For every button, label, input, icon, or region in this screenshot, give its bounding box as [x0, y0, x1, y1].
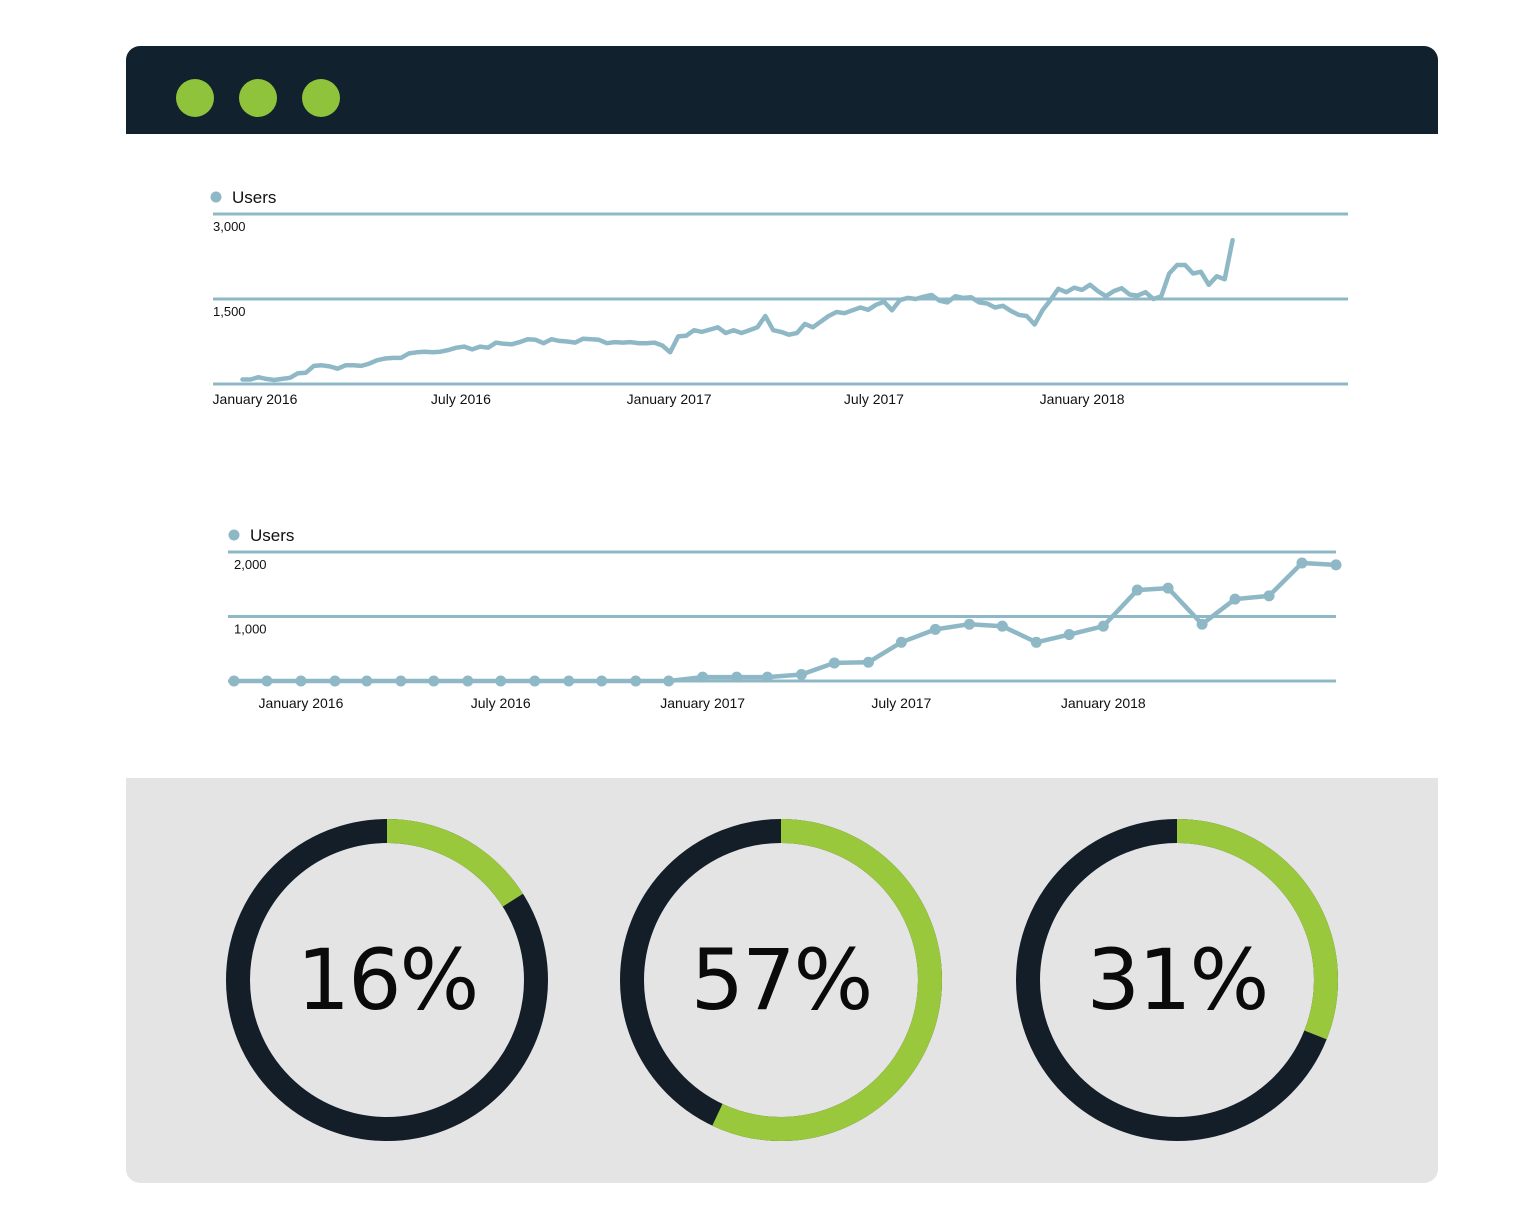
x-tick-label: January 2018: [1061, 695, 1146, 711]
data-point: [563, 675, 575, 687]
gauge-fill: [1016, 819, 1338, 1141]
x-tick-label: January 2017: [627, 391, 712, 407]
legend-marker: [228, 529, 240, 541]
legend-label: Users: [250, 526, 294, 545]
gauge-percentage: 57%: [690, 931, 874, 1029]
legend-label: Users: [232, 188, 276, 207]
gauge-2: 57%: [620, 819, 942, 1141]
window-control-dot-1[interactable]: [176, 79, 214, 117]
data-point: [1330, 559, 1342, 571]
users-line-chart-top: Users 3,000 1,500 January 2016 July 2016 Janu…: [210, 188, 1348, 407]
data-point: [1196, 618, 1208, 630]
data-point: [1030, 636, 1042, 648]
gauge-1: 16%: [226, 819, 548, 1141]
x-tick-label: July 2016: [431, 391, 491, 407]
data-point: [395, 675, 407, 687]
gauge-percentage: 31%: [1086, 931, 1270, 1029]
y-tick-label: 1,000: [234, 622, 267, 637]
gauge-fill: [620, 819, 942, 1141]
window-control-dot-2[interactable]: [239, 79, 277, 117]
y-tick-label: 1,500: [213, 304, 246, 319]
data-point: [1097, 620, 1109, 632]
data-point: [996, 620, 1008, 632]
data-point: [462, 675, 474, 687]
data-point: [329, 675, 341, 687]
data-point: [630, 675, 642, 687]
title-bar: [126, 46, 1438, 134]
data-point: [1131, 584, 1143, 596]
data-point: [1063, 629, 1075, 641]
data-point: [795, 669, 807, 681]
browser-window: Users 3,000 1,500 January 2016 July 2016 Janu…: [126, 46, 1438, 1183]
data-point: [862, 656, 874, 668]
data-point: [1229, 593, 1241, 605]
data-point: [828, 657, 840, 669]
data-point: [697, 671, 709, 683]
data-point: [895, 636, 907, 648]
users-line-chart-bottom: Users 2,000 1,000 January 2016 July 2016 Janu…: [228, 526, 1342, 711]
data-point: [596, 675, 608, 687]
data-point: [761, 671, 773, 683]
series-line-users: [240, 237, 1235, 383]
data-point: [1263, 590, 1275, 602]
x-tick-label: January 2018: [1040, 391, 1125, 407]
data-point: [295, 675, 307, 687]
legend-marker: [210, 191, 222, 203]
data-point: [495, 675, 507, 687]
data-point: [361, 675, 373, 687]
y-tick-label: 2,000: [234, 557, 267, 572]
gauge-percentage: 16%: [296, 931, 480, 1029]
x-tick-label: January 2016: [259, 695, 344, 711]
x-tick-label: January 2016: [213, 391, 298, 407]
series-line-users: [231, 560, 1339, 684]
x-tick-label: July 2017: [844, 391, 904, 407]
data-point: [731, 671, 743, 683]
data-point: [663, 675, 675, 687]
x-tick-label: July 2017: [871, 695, 931, 711]
x-tick-label: July 2016: [471, 695, 531, 711]
window-control-dot-3[interactable]: [302, 79, 340, 117]
gauge-panel: 16% 57% 31%: [126, 778, 1438, 1183]
data-point: [929, 623, 941, 635]
data-point: [228, 675, 240, 687]
data-point: [963, 618, 975, 630]
data-point: [529, 675, 541, 687]
data-point: [428, 675, 440, 687]
gauge-3: 31%: [1016, 819, 1338, 1141]
data-point: [1162, 582, 1174, 594]
data-point: [1296, 557, 1308, 569]
y-tick-label: 3,000: [213, 219, 246, 234]
gauge-fill: [226, 819, 548, 1141]
data-point: [261, 675, 273, 687]
x-tick-label: January 2017: [660, 695, 745, 711]
